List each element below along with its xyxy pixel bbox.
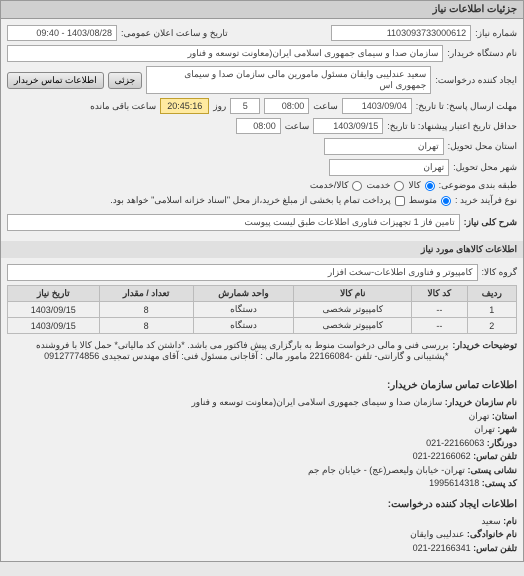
table-cell: دستگاه bbox=[193, 302, 294, 318]
th-4: تعداد / مقدار bbox=[99, 286, 193, 302]
bc-orgname: سازمان صدا و سیمای جمهوری اسلامی ایران(م… bbox=[191, 397, 442, 407]
goods-group-label: گروه کالا: bbox=[482, 267, 517, 278]
table-row: 2--کامپیوتر شخصیدستگاه81403/09/15 bbox=[8, 318, 517, 334]
goods-table: ردیف کد کالا نام کالا واحد شمارش تعداد /… bbox=[7, 285, 517, 334]
province-label: استان محل تحویل: bbox=[448, 141, 517, 152]
table-cell: 8 bbox=[99, 302, 193, 318]
pkg-opt2: خدمت bbox=[366, 180, 390, 191]
buyer-contact-header: اطلاعات تماس سازمان خریدار: bbox=[7, 378, 517, 393]
city-value: تهران bbox=[329, 159, 449, 176]
table-cell: -- bbox=[412, 318, 467, 334]
response-date: 1403/09/04 bbox=[342, 98, 412, 114]
bc-fax: 22166063-021 bbox=[426, 438, 484, 448]
response-time: 08:00 bbox=[264, 98, 309, 114]
buyer-notes-label: توضیحات خریدار: bbox=[452, 340, 517, 351]
bc-orgname-label: نام سازمان خریدار: bbox=[445, 397, 517, 407]
bc-postaladdr: تهران- خیابان ولیعصر(عج) - خیابان جام جم bbox=[308, 465, 465, 475]
countdown-time: 20:45:16 bbox=[160, 98, 209, 114]
partial-button[interactable]: جزئی bbox=[108, 72, 143, 89]
request-no: 1103093733000612 bbox=[331, 25, 471, 41]
table-cell: 2 bbox=[467, 318, 516, 334]
creator-name: سعید عندلیبی وایقان مسئول مامورین مالی س… bbox=[146, 66, 431, 94]
bc-postalcode: 1995614318 bbox=[429, 478, 479, 488]
goods-group: کامپیوتر و فناوری اطلاعات-سخت افزار bbox=[7, 264, 478, 281]
bc-city-label: شهر: bbox=[497, 424, 517, 434]
response-deadline-label: مهلت ارسال پاسخ: تا تاریخ: bbox=[416, 101, 517, 112]
request-no-label: شماره نیاز: bbox=[475, 28, 517, 39]
validity-date: 1403/09/15 bbox=[313, 118, 383, 134]
key-desc: تامین فاز 1 تجهیزات فناوری اطلاعات طبق ل… bbox=[7, 214, 460, 231]
announce-dt-label: تاریخ و ساعت اعلان عمومی: bbox=[121, 28, 228, 39]
bc-postaladdr-label: نشانی پستی: bbox=[467, 465, 517, 475]
table-cell: 1403/09/15 bbox=[8, 302, 100, 318]
contact-buyer-button[interactable]: اطلاعات تماس خریدار bbox=[7, 72, 104, 89]
bc-postalcode-label: کد پستی: bbox=[482, 478, 517, 488]
cc-firstname-label: نام: bbox=[503, 516, 517, 526]
time-label-2: ساعت bbox=[285, 121, 310, 132]
buyer-notes-text: بررسی فنی و مالی درخواست منوط به بارگزار… bbox=[7, 340, 448, 362]
announce-dt: 1403/08/28 - 09:40 bbox=[7, 25, 117, 41]
table-cell: -- bbox=[412, 302, 467, 318]
key-desc-label: شرح کلی نیاز: bbox=[464, 217, 517, 228]
th-5: تاریخ نیاز bbox=[8, 286, 100, 302]
table-cell: 1 bbox=[467, 302, 516, 318]
pkg-radio-1[interactable] bbox=[425, 181, 435, 191]
table-row: 1--کامپیوتر شخصیدستگاه81403/09/15 bbox=[8, 302, 517, 318]
pt-check-2[interactable] bbox=[395, 196, 405, 206]
bc-province: تهران bbox=[469, 411, 490, 421]
cc-phone: 22166341-021 bbox=[413, 543, 471, 553]
buyer-device-label: نام دستگاه خریدار: bbox=[447, 48, 517, 59]
th-2: نام کالا bbox=[294, 286, 412, 302]
pt-opt1: متوسط bbox=[409, 195, 437, 206]
table-cell: کامپیوتر شخصی bbox=[294, 302, 412, 318]
creator-label: ایجاد کننده درخواست: bbox=[435, 75, 517, 86]
goods-info-header: اطلاعات کالاهای مورد نیاز bbox=[1, 241, 523, 258]
time-label-1: ساعت bbox=[313, 101, 338, 112]
bc-phone-label: تلفن تماس: bbox=[473, 451, 517, 461]
validity-time: 08:00 bbox=[236, 118, 281, 134]
cc-lastname-label: نام خانوادگی: bbox=[467, 529, 517, 539]
bc-city: تهران bbox=[474, 424, 495, 434]
day-label: روز bbox=[213, 101, 226, 112]
bc-phone: 22166062-021 bbox=[413, 451, 471, 461]
pt-radio-1[interactable] bbox=[441, 196, 451, 206]
province-value: تهران bbox=[324, 138, 444, 155]
purchase-type-label: نوع فرآیند خرید : bbox=[455, 195, 517, 206]
th-1: کد کالا bbox=[412, 286, 467, 302]
packaging-label: طبقه بندی موضوعی: bbox=[439, 180, 517, 191]
th-3: واحد شمارش bbox=[193, 286, 294, 302]
buyer-device: سازمان صدا و سیمای جمهوری اسلامی ایران(م… bbox=[7, 45, 443, 62]
table-cell: 8 bbox=[99, 318, 193, 334]
countdown-days: 5 bbox=[230, 98, 260, 114]
table-cell: 1403/09/15 bbox=[8, 318, 100, 334]
cc-phone-label: تلفن تماس: bbox=[473, 543, 517, 553]
cc-lastname: عندلیبی وایقان bbox=[410, 529, 464, 539]
validity-deadline-label: حداقل تاریخ اعتبار پیشنهاد: تا تاریخ: bbox=[387, 121, 517, 132]
pkg-radio-3[interactable] bbox=[352, 181, 362, 191]
creator-contact-header: اطلاعات ایجاد کننده درخواست: bbox=[7, 497, 517, 512]
table-cell: دستگاه bbox=[193, 318, 294, 334]
city-label: شهر محل تحویل: bbox=[453, 162, 517, 173]
pkg-opt1: کالا bbox=[408, 180, 420, 191]
pkg-radio-2[interactable] bbox=[394, 181, 404, 191]
table-cell: کامپیوتر شخصی bbox=[294, 318, 412, 334]
page-header: جزئیات اطلاعات نیاز bbox=[1, 1, 523, 19]
pkg-opt3: کالا/خدمت bbox=[310, 180, 349, 191]
pt-opt2: پرداخت تمام یا بخشی از مبلغ خرید،از محل … bbox=[110, 195, 390, 206]
bc-fax-label: دورنگار: bbox=[487, 438, 517, 448]
remaining-label: ساعت باقی مانده bbox=[90, 101, 156, 112]
bc-province-label: استان: bbox=[492, 411, 517, 421]
cc-firstname: سعید bbox=[481, 516, 500, 526]
th-0: ردیف bbox=[467, 286, 516, 302]
